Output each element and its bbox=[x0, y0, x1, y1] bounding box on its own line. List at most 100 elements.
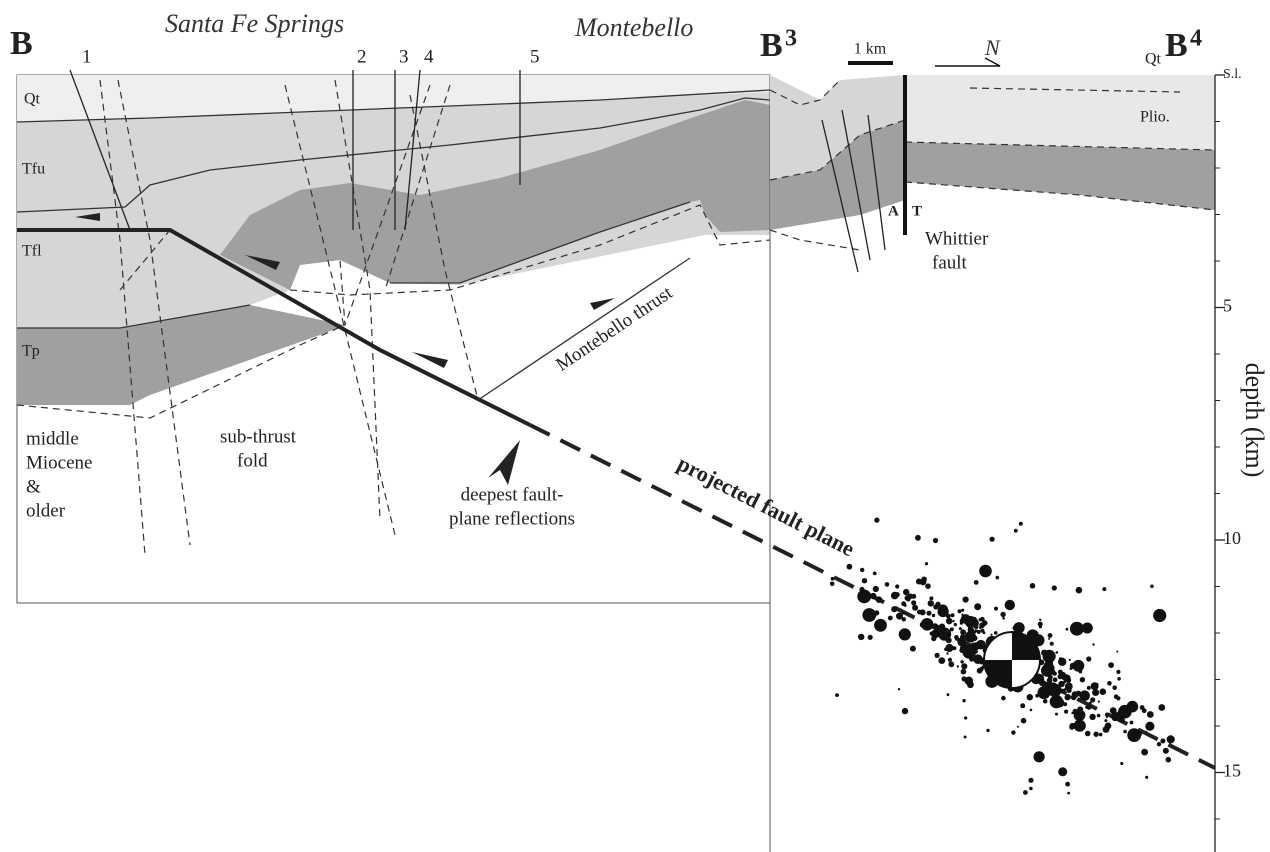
earthquake bbox=[1069, 659, 1071, 661]
earthquake bbox=[1001, 696, 1006, 701]
earthquake bbox=[960, 619, 964, 623]
earthquake bbox=[1153, 609, 1166, 622]
earthquake bbox=[927, 611, 932, 616]
earthquake bbox=[873, 572, 877, 576]
earthquake bbox=[962, 699, 965, 702]
earthquake bbox=[905, 595, 911, 601]
earthquake bbox=[975, 650, 978, 653]
annotation: Miocene bbox=[26, 452, 92, 473]
earthquake bbox=[1072, 691, 1079, 698]
earthquake bbox=[951, 613, 955, 617]
earthquake bbox=[888, 616, 893, 621]
earthquake bbox=[935, 602, 940, 607]
earthquake bbox=[1060, 689, 1065, 694]
earthquake bbox=[1087, 686, 1091, 690]
well-label: 4 bbox=[424, 46, 434, 67]
earthquake bbox=[1167, 735, 1175, 743]
earthquake bbox=[996, 576, 1000, 580]
earthquake bbox=[1035, 694, 1039, 698]
earthquake bbox=[857, 590, 871, 604]
annotation: A bbox=[888, 203, 899, 219]
earthquake bbox=[899, 628, 911, 640]
earthquake bbox=[939, 624, 945, 630]
earthquake bbox=[932, 614, 935, 617]
earthquake bbox=[933, 538, 938, 543]
earthquake bbox=[1030, 583, 1036, 589]
earthquake bbox=[960, 634, 965, 639]
earthquake bbox=[1037, 679, 1041, 683]
earthquake bbox=[910, 646, 916, 652]
earthquake bbox=[1116, 651, 1118, 653]
focal-mechanism bbox=[984, 632, 1040, 688]
earthquake bbox=[938, 657, 945, 664]
tick-label: 5 bbox=[1223, 296, 1232, 316]
earthquake bbox=[1117, 677, 1121, 681]
earthquake bbox=[1070, 622, 1084, 636]
earthquake bbox=[1099, 733, 1103, 737]
earthquake bbox=[964, 736, 967, 739]
earthquake bbox=[1150, 585, 1154, 589]
earthquake bbox=[980, 617, 985, 622]
annotation: T bbox=[912, 203, 922, 219]
earthquake bbox=[968, 625, 972, 629]
earthquake bbox=[874, 619, 887, 632]
earthquake bbox=[1069, 723, 1075, 729]
earthquake bbox=[950, 627, 954, 631]
earthquake bbox=[1053, 677, 1058, 682]
earthquake bbox=[1058, 767, 1067, 776]
earthquake bbox=[946, 614, 951, 619]
earthquake bbox=[858, 634, 864, 640]
earthquake bbox=[1076, 587, 1083, 594]
earthquake bbox=[1105, 713, 1108, 716]
earthquake bbox=[1086, 656, 1091, 661]
earthquake bbox=[974, 603, 981, 610]
earthquake bbox=[915, 535, 921, 541]
town-right: Montebello bbox=[574, 13, 693, 42]
earthquake bbox=[1118, 705, 1132, 719]
earthquake bbox=[948, 658, 952, 662]
unit-label: Tp bbox=[22, 343, 40, 360]
earthquake bbox=[1097, 714, 1101, 718]
earthquake bbox=[994, 631, 998, 635]
earthquake bbox=[1041, 666, 1051, 676]
earthquake bbox=[1089, 714, 1095, 720]
earthquake bbox=[1052, 688, 1054, 690]
earthquake bbox=[1039, 619, 1041, 621]
earthquake bbox=[1065, 782, 1070, 787]
annotation: fault bbox=[932, 252, 968, 273]
earthquake bbox=[902, 708, 908, 714]
earthquake bbox=[902, 612, 905, 615]
earthquake bbox=[1158, 704, 1165, 711]
well-label: 3 bbox=[399, 46, 409, 67]
earthquake bbox=[1019, 522, 1023, 526]
annotation: plane reflections bbox=[449, 508, 575, 529]
earthquake bbox=[1105, 723, 1112, 730]
dark-band-right bbox=[905, 142, 1215, 210]
earthquake bbox=[1120, 762, 1123, 765]
town-left: Santa Fe Springs bbox=[165, 9, 344, 38]
earthquake bbox=[1098, 701, 1100, 703]
annotation: older bbox=[26, 500, 66, 521]
earthquake bbox=[1023, 790, 1028, 795]
earthquake bbox=[901, 601, 906, 606]
tick-label: S.l. bbox=[1223, 67, 1242, 82]
earthquake bbox=[925, 562, 928, 565]
earthquake bbox=[1059, 671, 1063, 675]
earthquake bbox=[895, 592, 900, 597]
earthquake bbox=[1070, 667, 1073, 670]
earthquake bbox=[1017, 726, 1019, 728]
earthquake bbox=[1050, 642, 1054, 646]
axis-title: depth (km) bbox=[1240, 363, 1269, 478]
earthquake bbox=[990, 634, 992, 636]
section-mid-sup: 3 bbox=[785, 26, 797, 52]
unit-label: Plio. bbox=[1140, 109, 1170, 126]
earthquake bbox=[1066, 677, 1072, 683]
earthquake bbox=[1112, 714, 1119, 721]
earthquake bbox=[957, 665, 959, 667]
earthquake bbox=[916, 579, 922, 585]
earthquake bbox=[974, 642, 978, 646]
earthquake bbox=[885, 582, 890, 587]
well-label: 5 bbox=[530, 46, 540, 67]
annotation: fold bbox=[237, 450, 268, 471]
earthquake bbox=[876, 596, 883, 603]
